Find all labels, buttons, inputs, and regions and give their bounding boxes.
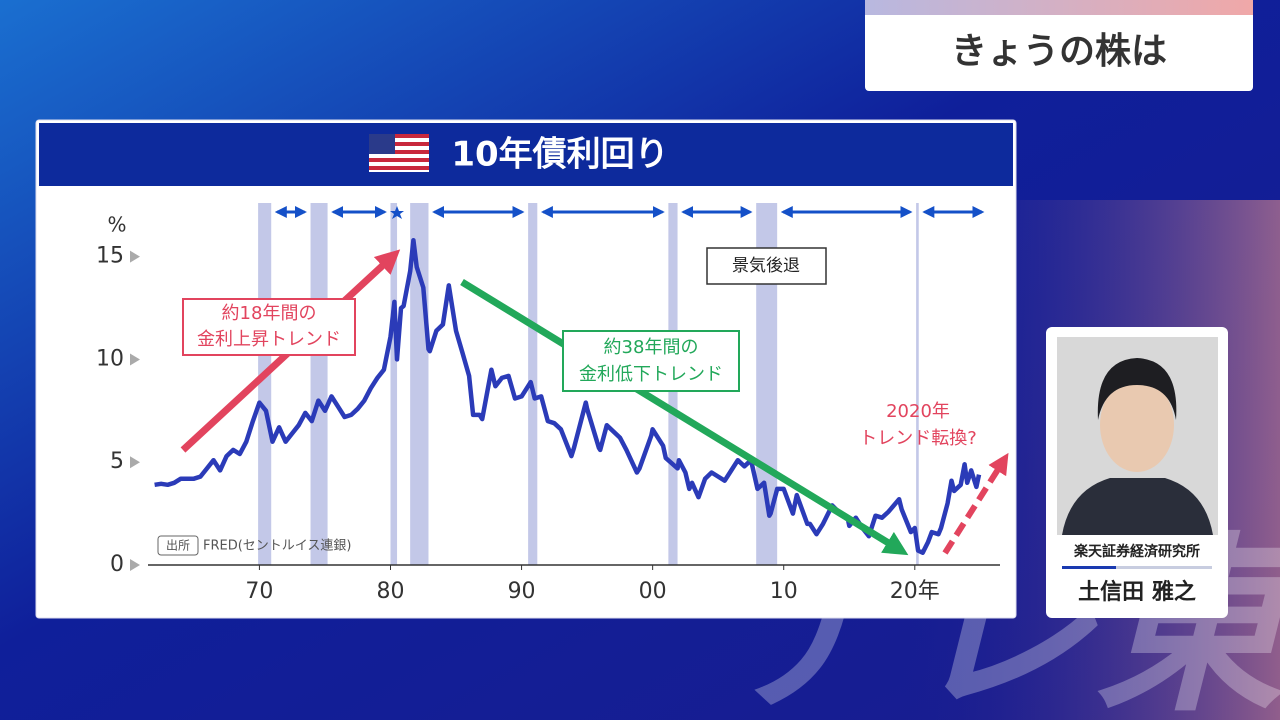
speaker-suit (1062, 478, 1213, 535)
annotation-text: 2020年 (886, 401, 950, 422)
recession-band (390, 203, 398, 565)
speaker-affiliation: 楽天証券経済研究所 (1073, 543, 1200, 560)
x-tick-label: 80 (376, 579, 404, 604)
downtrend-arrow (460, 279, 909, 556)
source-label-box (157, 535, 199, 556)
annotation-text: トレンド転換? (859, 428, 977, 449)
annotation-text: 金利低下トレンド (579, 364, 723, 385)
x-tick-label: 90 (508, 579, 536, 604)
x-tick-label: 70 (245, 579, 273, 604)
chart-title-bar (39, 123, 1013, 186)
header-card (865, 0, 1253, 91)
y-tick-label: 0 (110, 552, 124, 577)
y-tick-mark (130, 456, 140, 469)
legend-box (706, 247, 827, 285)
legend-label: 景気後退 (732, 256, 800, 276)
annotation-text: 約38年間の (604, 337, 699, 358)
speaker-face (1100, 378, 1174, 472)
speaker-name: 土信田 雅之 (1078, 579, 1196, 605)
annotation-box (182, 298, 356, 356)
reversal-arrow (942, 452, 1009, 555)
y-tick-mark (130, 250, 140, 263)
recession-band (916, 203, 919, 565)
header-strip (865, 0, 1253, 15)
y-unit: % (107, 213, 126, 237)
x-tick-label: 00 (639, 579, 667, 604)
us-flag (369, 134, 429, 172)
recession-band (310, 203, 328, 565)
header-title: きょうの株は (951, 31, 1167, 72)
y-tick-label: 10 (96, 346, 124, 371)
source-label: 出所 (166, 539, 190, 553)
expansion-star (390, 206, 404, 219)
annotation-text: 約18年間の (222, 303, 317, 324)
speaker-rule (1116, 566, 1212, 569)
speaker-hair (1097, 358, 1177, 420)
y-tick-label: 15 (96, 244, 124, 269)
source: FRED(セントルイス連銀) (203, 539, 352, 554)
recession-band (258, 203, 272, 565)
x-tick-label: 20年 (890, 579, 940, 604)
chart-title: 10年債利回り (451, 135, 668, 175)
annotation-text: 金利上昇トレンド (197, 329, 341, 350)
x-tick-label: 10 (770, 579, 798, 604)
annotation-box (562, 330, 740, 392)
y-tick-mark (130, 559, 140, 571)
y-tick-label: 5 (110, 449, 124, 474)
speaker-rule (1062, 566, 1116, 569)
y-tick-mark (130, 353, 140, 366)
